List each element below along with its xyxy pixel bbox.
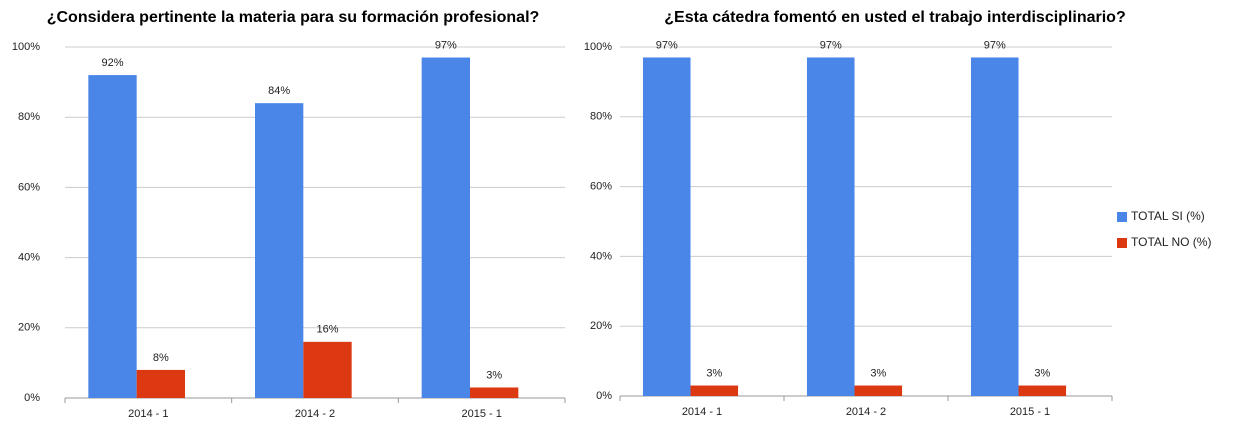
legend-label: TOTAL SI (%) bbox=[1131, 209, 1205, 223]
bar bbox=[690, 385, 739, 396]
value-label: 97% bbox=[656, 39, 678, 51]
y-tick-label: 100% bbox=[584, 41, 612, 53]
y-tick-label: 80% bbox=[590, 111, 612, 123]
bar bbox=[136, 369, 185, 398]
y-tick-label: 0% bbox=[24, 392, 40, 404]
value-label: 84% bbox=[268, 85, 290, 97]
y-tick-label: 80% bbox=[18, 111, 40, 123]
x-tick-label: 2014 - 1 bbox=[682, 406, 722, 418]
y-tick-label: 20% bbox=[590, 320, 612, 332]
x-tick-label: 2015 - 1 bbox=[1010, 406, 1050, 418]
value-label: 3% bbox=[706, 367, 722, 379]
x-tick-label: 2014 - 2 bbox=[295, 408, 335, 420]
value-label: 97% bbox=[820, 39, 842, 51]
legend-label: TOTAL NO (%) bbox=[1131, 235, 1211, 249]
value-label: 8% bbox=[153, 352, 169, 364]
value-label: 3% bbox=[1034, 367, 1050, 379]
bar bbox=[806, 57, 855, 396]
y-tick-label: 0% bbox=[596, 390, 612, 402]
bar bbox=[970, 57, 1019, 396]
bar bbox=[470, 387, 519, 398]
chart-title: ¿Esta cátedra fomentó en usted el trabaj… bbox=[664, 9, 1125, 26]
legend-swatch bbox=[1117, 238, 1127, 248]
bar bbox=[854, 385, 903, 396]
value-label: 97% bbox=[435, 39, 457, 51]
chart-title: ¿Considera pertinente la materia para su… bbox=[47, 9, 540, 26]
x-tick-label: 2014 - 2 bbox=[846, 406, 886, 418]
y-tick-label: 60% bbox=[18, 181, 40, 193]
bar bbox=[255, 103, 304, 398]
y-tick-label: 40% bbox=[18, 252, 40, 264]
bar bbox=[1018, 385, 1067, 396]
value-label: 92% bbox=[101, 57, 123, 69]
y-tick-label: 20% bbox=[18, 322, 40, 334]
y-tick-label: 60% bbox=[590, 181, 612, 193]
y-tick-label: 40% bbox=[590, 250, 612, 262]
legend-swatch bbox=[1117, 212, 1127, 222]
x-tick-label: 2014 - 1 bbox=[128, 408, 168, 420]
value-label: 16% bbox=[316, 324, 338, 336]
bar bbox=[303, 341, 352, 398]
value-label: 3% bbox=[486, 369, 502, 381]
value-label: 97% bbox=[984, 39, 1006, 51]
y-tick-label: 100% bbox=[12, 41, 40, 53]
bar bbox=[88, 75, 137, 398]
x-tick-label: 2015 - 1 bbox=[461, 408, 501, 420]
value-label: 3% bbox=[870, 367, 886, 379]
bar bbox=[421, 57, 470, 398]
bar bbox=[642, 57, 691, 396]
